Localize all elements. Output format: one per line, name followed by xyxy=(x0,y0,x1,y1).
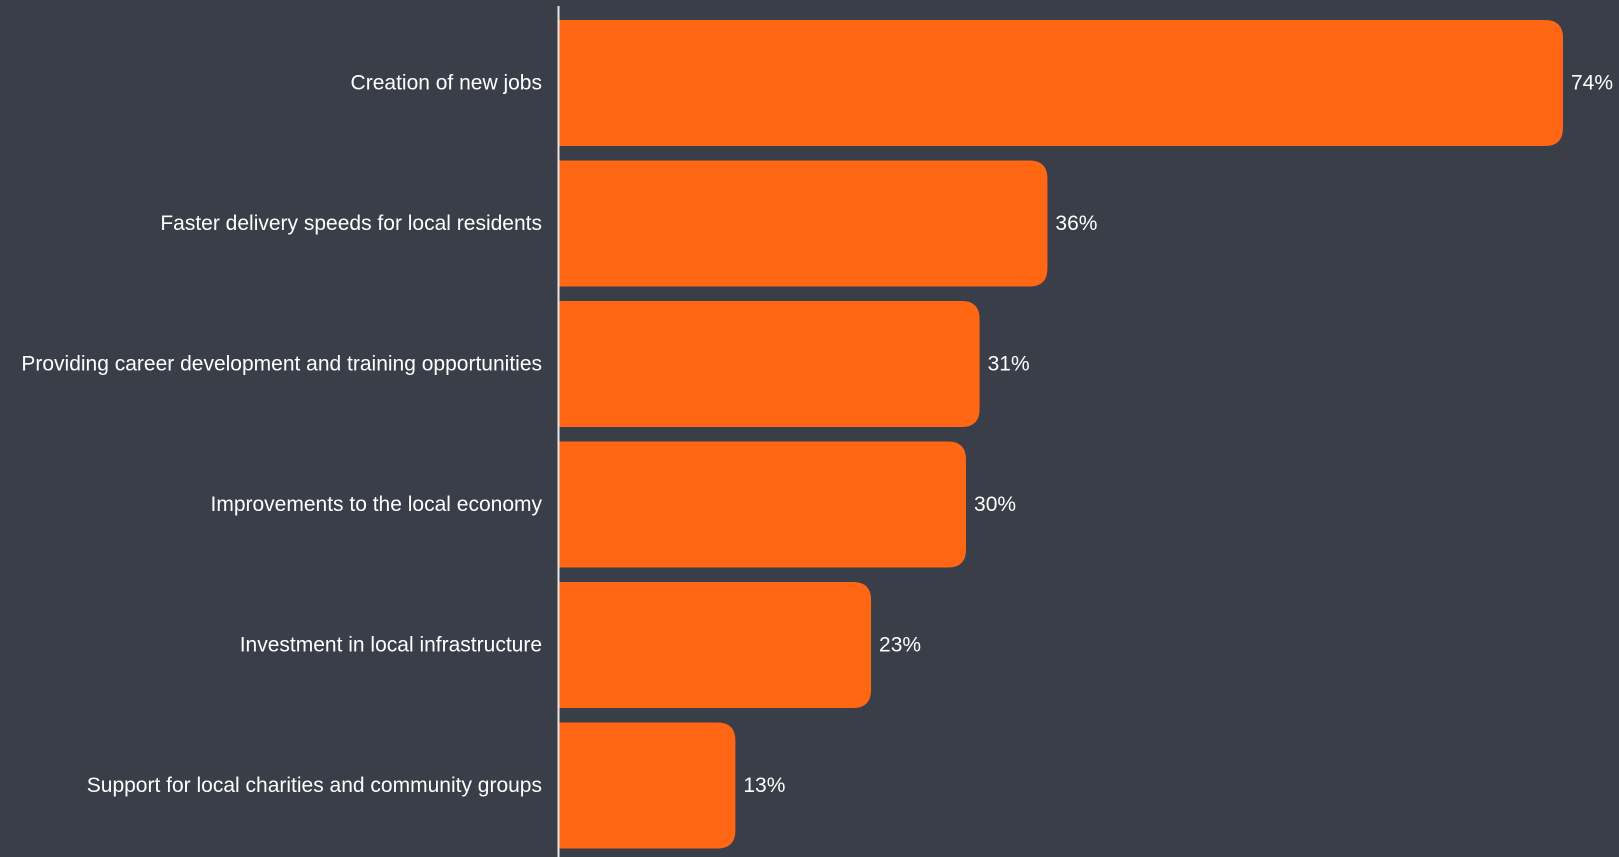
value-label-5: 13% xyxy=(743,774,785,797)
category-label-0: Creation of new jobs xyxy=(351,72,542,95)
bar-4 xyxy=(559,582,872,708)
category-label-1: Faster delivery speeds for local residen… xyxy=(160,212,542,235)
category-labels-group: Creation of new jobs Faster delivery spee… xyxy=(21,72,542,798)
bar-0 xyxy=(559,20,1563,146)
bar-5 xyxy=(559,722,736,849)
category-label-3: Improvements to the local economy xyxy=(211,493,543,516)
value-label-3: 30% xyxy=(974,493,1016,516)
value-label-1: 36% xyxy=(1055,212,1097,235)
value-label-4: 23% xyxy=(879,634,921,657)
bar-3 xyxy=(559,441,967,568)
value-label-0: 74% xyxy=(1571,72,1613,95)
bar-2 xyxy=(559,301,980,427)
category-label-2: Providing career development and trainin… xyxy=(21,353,542,376)
value-labels-group: 74% 36% 31% 30% 23% 13% xyxy=(743,72,1613,798)
bar-1 xyxy=(559,160,1048,287)
bars-group xyxy=(559,20,1563,849)
category-label-4: Investment in local infrastructure xyxy=(240,634,542,657)
category-label-5: Support for local charities and communit… xyxy=(87,774,542,797)
value-label-2: 31% xyxy=(988,353,1030,376)
